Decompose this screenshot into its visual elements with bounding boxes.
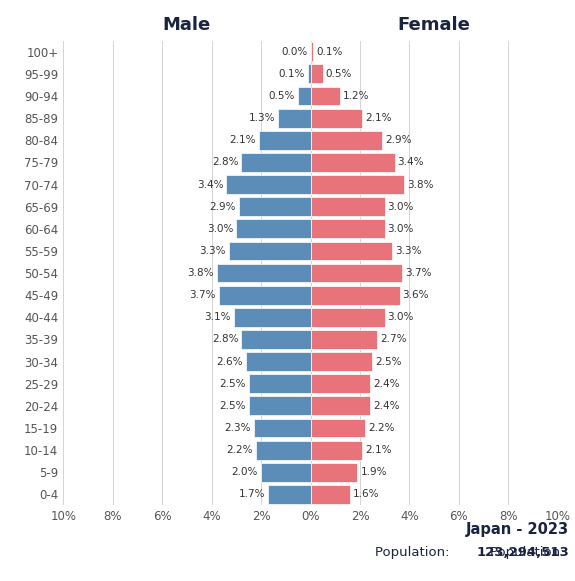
Text: 2.5%: 2.5% — [219, 379, 246, 389]
Bar — [310, 485, 350, 504]
Text: 2.7%: 2.7% — [380, 335, 407, 345]
Bar — [310, 330, 377, 349]
Bar — [310, 308, 385, 327]
Text: 2.6%: 2.6% — [217, 357, 243, 367]
Bar — [310, 64, 323, 83]
Bar — [310, 286, 400, 304]
Text: 3.7%: 3.7% — [405, 268, 431, 278]
Bar — [248, 374, 310, 393]
Text: 3.1%: 3.1% — [204, 313, 231, 322]
Bar — [310, 153, 394, 172]
Text: 0.1%: 0.1% — [279, 69, 305, 79]
Bar — [310, 109, 362, 128]
Text: 2.2%: 2.2% — [368, 423, 394, 433]
Bar — [310, 264, 402, 282]
Text: Population:: Population: — [375, 546, 454, 559]
Text: 2.8%: 2.8% — [212, 157, 238, 167]
Bar — [236, 220, 310, 238]
Text: 0.5%: 0.5% — [269, 91, 295, 101]
Bar — [310, 418, 365, 437]
Text: 3.4%: 3.4% — [197, 180, 224, 189]
Bar — [310, 175, 404, 194]
Bar — [246, 352, 310, 371]
Bar — [310, 352, 373, 371]
Bar — [278, 109, 311, 128]
Bar — [310, 198, 385, 216]
Text: 2.1%: 2.1% — [365, 445, 392, 455]
Text: 3.0%: 3.0% — [388, 224, 414, 234]
Text: 2.1%: 2.1% — [365, 113, 392, 123]
Text: 3.6%: 3.6% — [402, 290, 429, 300]
Text: 2.3%: 2.3% — [224, 423, 251, 433]
Bar — [234, 308, 310, 327]
Bar — [310, 396, 370, 415]
Text: 2.0%: 2.0% — [232, 467, 258, 477]
Text: 3.4%: 3.4% — [397, 157, 424, 167]
Bar — [239, 198, 310, 216]
Text: 2.5%: 2.5% — [375, 357, 402, 367]
Bar — [256, 441, 310, 460]
Bar — [254, 418, 310, 437]
Text: 2.1%: 2.1% — [229, 135, 256, 145]
Bar — [269, 485, 311, 504]
Bar — [227, 175, 310, 194]
Text: 1.2%: 1.2% — [343, 91, 370, 101]
Text: 3.0%: 3.0% — [388, 202, 414, 211]
Bar — [310, 374, 370, 393]
Bar — [310, 220, 385, 238]
Text: Female: Female — [398, 16, 470, 34]
Bar — [310, 131, 382, 150]
Text: 3.8%: 3.8% — [187, 268, 213, 278]
Text: 3.3%: 3.3% — [395, 246, 421, 256]
Text: 2.2%: 2.2% — [227, 445, 253, 455]
Bar — [261, 463, 310, 482]
Text: 1.6%: 1.6% — [353, 489, 380, 500]
Text: 3.0%: 3.0% — [207, 224, 233, 234]
Text: Japan - 2023: Japan - 2023 — [466, 522, 569, 537]
Text: 2.9%: 2.9% — [209, 202, 236, 211]
Text: 1.9%: 1.9% — [361, 467, 387, 477]
Bar — [248, 396, 310, 415]
Text: 3.0%: 3.0% — [388, 313, 414, 322]
Text: PopulationPyramid.net: PopulationPyramid.net — [24, 549, 205, 564]
Bar — [298, 87, 311, 105]
Bar — [242, 330, 310, 349]
Text: 1.3%: 1.3% — [249, 113, 275, 123]
Bar — [310, 42, 313, 61]
Bar — [310, 242, 392, 260]
Text: 3.7%: 3.7% — [190, 290, 216, 300]
Bar — [310, 441, 362, 460]
Text: Male: Male — [163, 16, 211, 34]
Text: Population:: Population: — [490, 546, 569, 559]
Bar — [219, 286, 310, 304]
Text: 2.4%: 2.4% — [373, 379, 399, 389]
Text: 123,294,513: 123,294,513 — [477, 546, 569, 559]
Bar — [229, 242, 310, 260]
Text: 2.5%: 2.5% — [219, 401, 246, 411]
Bar — [310, 87, 340, 105]
Text: 3.3%: 3.3% — [200, 246, 226, 256]
Text: 0.5%: 0.5% — [326, 69, 352, 79]
Text: 2.9%: 2.9% — [385, 135, 412, 145]
Text: 0.1%: 0.1% — [316, 46, 342, 57]
Bar — [310, 463, 358, 482]
Bar — [259, 131, 310, 150]
Text: 0.0%: 0.0% — [281, 46, 308, 57]
Bar — [308, 64, 311, 83]
Bar — [242, 153, 310, 172]
Text: 1.7%: 1.7% — [239, 489, 266, 500]
Text: 2.4%: 2.4% — [373, 401, 399, 411]
Bar — [217, 264, 310, 282]
Text: 3.8%: 3.8% — [408, 180, 434, 189]
Text: 2.8%: 2.8% — [212, 335, 238, 345]
